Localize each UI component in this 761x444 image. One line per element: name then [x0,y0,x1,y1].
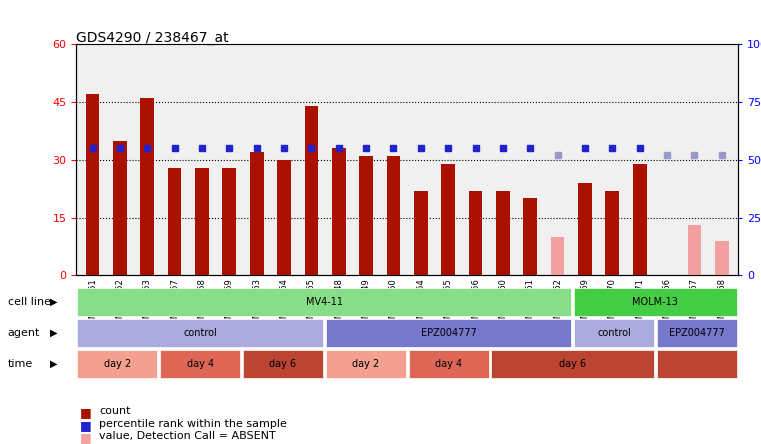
FancyBboxPatch shape [78,288,572,316]
Text: MV4-11: MV4-11 [306,297,343,307]
Bar [551,237,565,275]
Text: percentile rank within the sample: percentile rank within the sample [99,419,287,429]
Bar [113,141,127,275]
Bar [414,190,428,275]
Text: ▶: ▶ [49,359,57,369]
Bar [277,160,291,275]
FancyBboxPatch shape [243,350,323,378]
Text: time: time [8,359,33,369]
Bar [332,148,345,275]
Bar [633,164,647,275]
FancyBboxPatch shape [574,319,654,347]
Text: day 4: day 4 [186,359,214,369]
Bar [222,167,236,275]
Text: agent: agent [8,328,40,338]
Text: EPZ004777: EPZ004777 [421,328,476,338]
FancyBboxPatch shape [161,350,240,378]
FancyBboxPatch shape [78,319,323,347]
FancyBboxPatch shape [409,350,489,378]
Text: EPZ004777: EPZ004777 [669,328,724,338]
Bar [86,95,100,275]
Bar [524,198,537,275]
Bar [606,190,619,275]
Bar [469,190,482,275]
Text: cell line: cell line [8,297,51,307]
Bar [496,190,510,275]
FancyBboxPatch shape [326,319,572,347]
Text: control: control [597,328,631,338]
Text: day 2: day 2 [352,359,380,369]
Bar [359,156,373,275]
FancyBboxPatch shape [78,350,158,378]
Bar [387,156,400,275]
FancyBboxPatch shape [326,350,406,378]
Text: day 4: day 4 [435,359,462,369]
Bar [167,167,181,275]
Text: day 6: day 6 [269,359,297,369]
Bar [441,164,455,275]
Bar [250,152,263,275]
Text: ▶: ▶ [49,297,57,307]
Text: GDS4290 / 238467_at: GDS4290 / 238467_at [76,31,229,45]
Text: ■: ■ [79,406,91,419]
Bar [687,225,701,275]
Text: day 6: day 6 [559,359,586,369]
Text: ▶: ▶ [49,328,57,338]
FancyBboxPatch shape [574,288,737,316]
Bar [304,106,318,275]
Text: MOLM-13: MOLM-13 [632,297,678,307]
Text: count: count [99,406,131,416]
Text: value, Detection Call = ABSENT: value, Detection Call = ABSENT [99,431,276,441]
Text: ■: ■ [79,419,91,432]
FancyBboxPatch shape [657,319,737,347]
FancyBboxPatch shape [657,350,737,378]
Bar [715,241,728,275]
Bar [578,183,592,275]
Bar [195,167,209,275]
Text: control: control [183,328,217,338]
Bar [140,98,154,275]
Text: ■: ■ [79,431,91,444]
FancyBboxPatch shape [492,350,654,378]
Text: day 2: day 2 [103,359,131,369]
